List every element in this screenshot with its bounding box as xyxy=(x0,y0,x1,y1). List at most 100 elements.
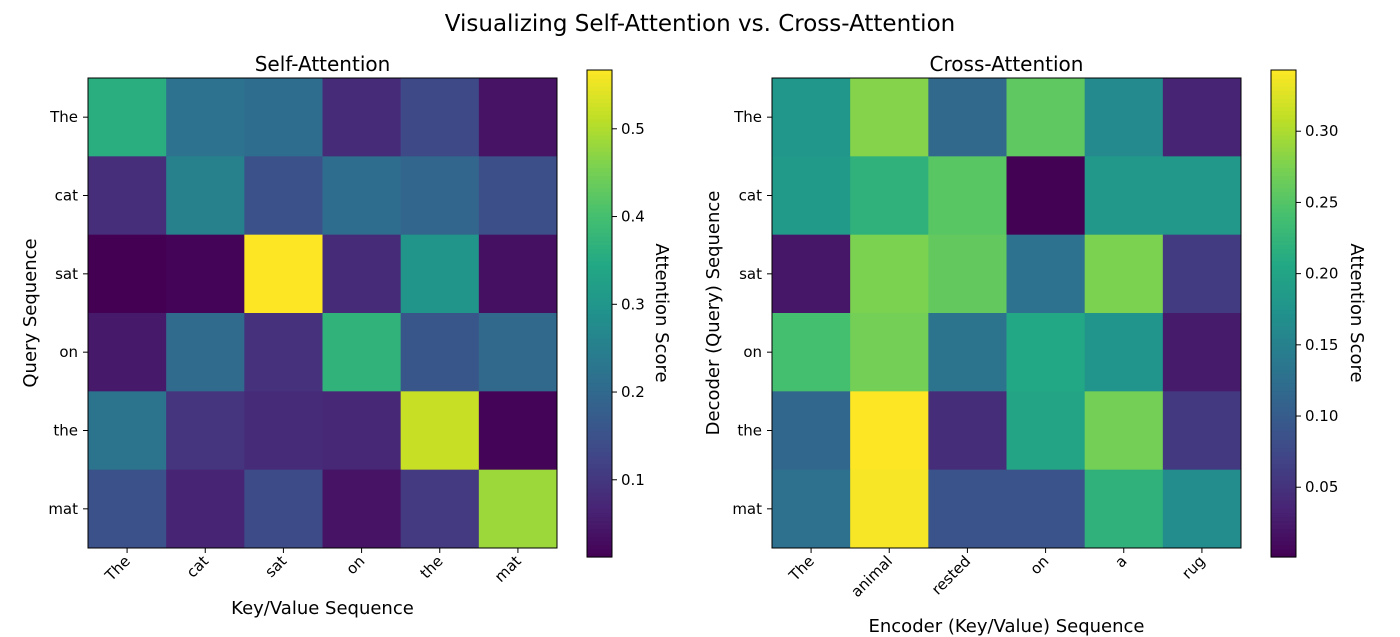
heatmap-cell xyxy=(1084,313,1164,392)
heatmap-cell xyxy=(772,391,851,471)
colorbar-segment xyxy=(587,110,612,116)
colorbar-segment xyxy=(587,345,612,351)
axes-frame xyxy=(87,77,558,549)
heatmap-cell xyxy=(772,469,851,549)
colorbar-segment xyxy=(587,228,612,233)
colorbar-segment xyxy=(1271,183,1296,189)
panel-title: Cross-Attention xyxy=(930,52,1084,76)
colorbar-tick-label: 0.10 xyxy=(1305,407,1338,425)
colorbar-segment xyxy=(587,329,612,335)
x-ticks: The animal rested on a rug xyxy=(785,548,1209,601)
colorbar-segment xyxy=(587,337,612,343)
colorbar-segment xyxy=(587,459,612,465)
colorbar-segment xyxy=(587,260,612,266)
colorbar-segment xyxy=(1271,540,1296,546)
colorbar-segment xyxy=(1271,143,1296,148)
heatmap-cell xyxy=(244,313,323,392)
heatmap-cell xyxy=(850,391,929,471)
colorbar-segment xyxy=(587,102,612,108)
heatmap-cell xyxy=(244,156,323,236)
colorbar-segment xyxy=(1271,500,1296,505)
colorbar-tick-label: 0.4 xyxy=(621,208,645,226)
colorbar-segment xyxy=(587,374,612,380)
heatmap-cell xyxy=(850,313,929,392)
colorbar-segment xyxy=(587,333,612,339)
colorbar-segment xyxy=(587,443,612,449)
colorbar-segment xyxy=(587,216,612,221)
colorbar-segment xyxy=(587,504,612,509)
colorbar-segment xyxy=(587,354,612,359)
colorbar-segment xyxy=(587,370,612,375)
colorbar-segment xyxy=(587,74,612,79)
heatmap-cell xyxy=(166,313,245,392)
y-tick-label: mat xyxy=(48,500,78,518)
colorbar-segment xyxy=(587,305,612,311)
colorbar-segment xyxy=(1271,163,1296,168)
colorbar-segment xyxy=(587,325,612,331)
colorbar-label: Attention Score xyxy=(1346,243,1367,382)
colorbar-segment xyxy=(587,256,612,262)
heatmap-cell xyxy=(400,469,480,549)
colorbar-segment xyxy=(1271,236,1296,242)
colorbar-segment xyxy=(587,544,612,550)
heatmap-cell xyxy=(928,156,1007,236)
colorbar-segment xyxy=(587,536,612,542)
colorbar-segment xyxy=(587,203,612,209)
colorbar-segment xyxy=(1271,74,1296,79)
colorbar-segment xyxy=(587,151,612,156)
y-tick-label: The xyxy=(733,108,762,126)
colorbar-segment xyxy=(1271,187,1296,193)
heatmap-cell xyxy=(166,156,245,236)
colorbar-segment xyxy=(587,179,612,185)
heatmap-cell xyxy=(1162,78,1242,157)
heatmap-cell xyxy=(1162,234,1242,314)
colorbar-segment xyxy=(1271,212,1296,217)
colorbar-segment xyxy=(1271,260,1296,266)
x-tick-label: The xyxy=(785,552,818,585)
colorbar-segment xyxy=(1271,134,1296,140)
heatmap-cell xyxy=(928,313,1007,392)
colorbar-segment xyxy=(587,272,612,278)
heatmap-cells xyxy=(772,78,1242,549)
colorbar-segment xyxy=(587,455,612,461)
colorbar-frame xyxy=(586,69,613,558)
colorbar-segment xyxy=(587,138,612,144)
colorbar-segment xyxy=(1271,406,1296,412)
colorbar-segment xyxy=(1271,370,1296,375)
y-tick-label: sat xyxy=(55,265,78,283)
colorbar-segment xyxy=(1271,321,1296,327)
x-tick-label: rested xyxy=(928,552,974,598)
colorbar-segment xyxy=(1271,252,1296,258)
colorbar-segment xyxy=(1271,471,1296,477)
colorbar-segment xyxy=(1271,285,1296,290)
colorbar-segment xyxy=(1271,536,1296,542)
colorbar-segment xyxy=(1271,398,1296,404)
x-tick-label: sat xyxy=(261,552,290,581)
colorbar-segment xyxy=(587,130,612,136)
colorbar-segment xyxy=(1271,313,1296,319)
colorbar-segment xyxy=(587,410,612,416)
colorbar-segment xyxy=(1271,524,1296,530)
heatmap-cell xyxy=(244,234,323,314)
heatmap-cell xyxy=(400,234,480,314)
heatmap-cell xyxy=(88,313,167,392)
colorbar-segment xyxy=(1271,431,1296,436)
panel-self-attention: Self-Attention The cat sat on the mat The cat s… xyxy=(20,52,672,619)
colorbar-segment xyxy=(1271,341,1296,347)
colorbar-segment xyxy=(587,163,612,168)
heatmap-cell xyxy=(478,78,558,157)
colorbar-segment xyxy=(587,212,612,217)
colorbar-segment xyxy=(1271,276,1296,282)
colorbar-tick-label: 0.2 xyxy=(621,383,645,401)
y-tick-label: The xyxy=(49,108,78,126)
colorbar-segment xyxy=(587,419,612,424)
heatmap-cell xyxy=(772,234,851,314)
heatmap-cell xyxy=(244,78,323,157)
colorbar-segment xyxy=(1271,272,1296,278)
colorbar-segment xyxy=(587,143,612,148)
colorbar-segment xyxy=(587,516,612,522)
colorbar-segment xyxy=(587,281,612,286)
y-tick-label: on xyxy=(743,343,762,361)
colorbar-segment xyxy=(1271,297,1296,302)
